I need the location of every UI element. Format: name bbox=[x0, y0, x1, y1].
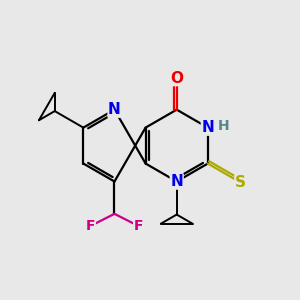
Text: N: N bbox=[108, 102, 121, 117]
Text: S: S bbox=[235, 175, 246, 190]
Text: O: O bbox=[170, 70, 183, 86]
Text: F: F bbox=[134, 219, 143, 233]
Text: N: N bbox=[201, 120, 214, 135]
Text: F: F bbox=[86, 219, 95, 233]
Text: H: H bbox=[218, 119, 230, 133]
Text: N: N bbox=[170, 174, 183, 189]
